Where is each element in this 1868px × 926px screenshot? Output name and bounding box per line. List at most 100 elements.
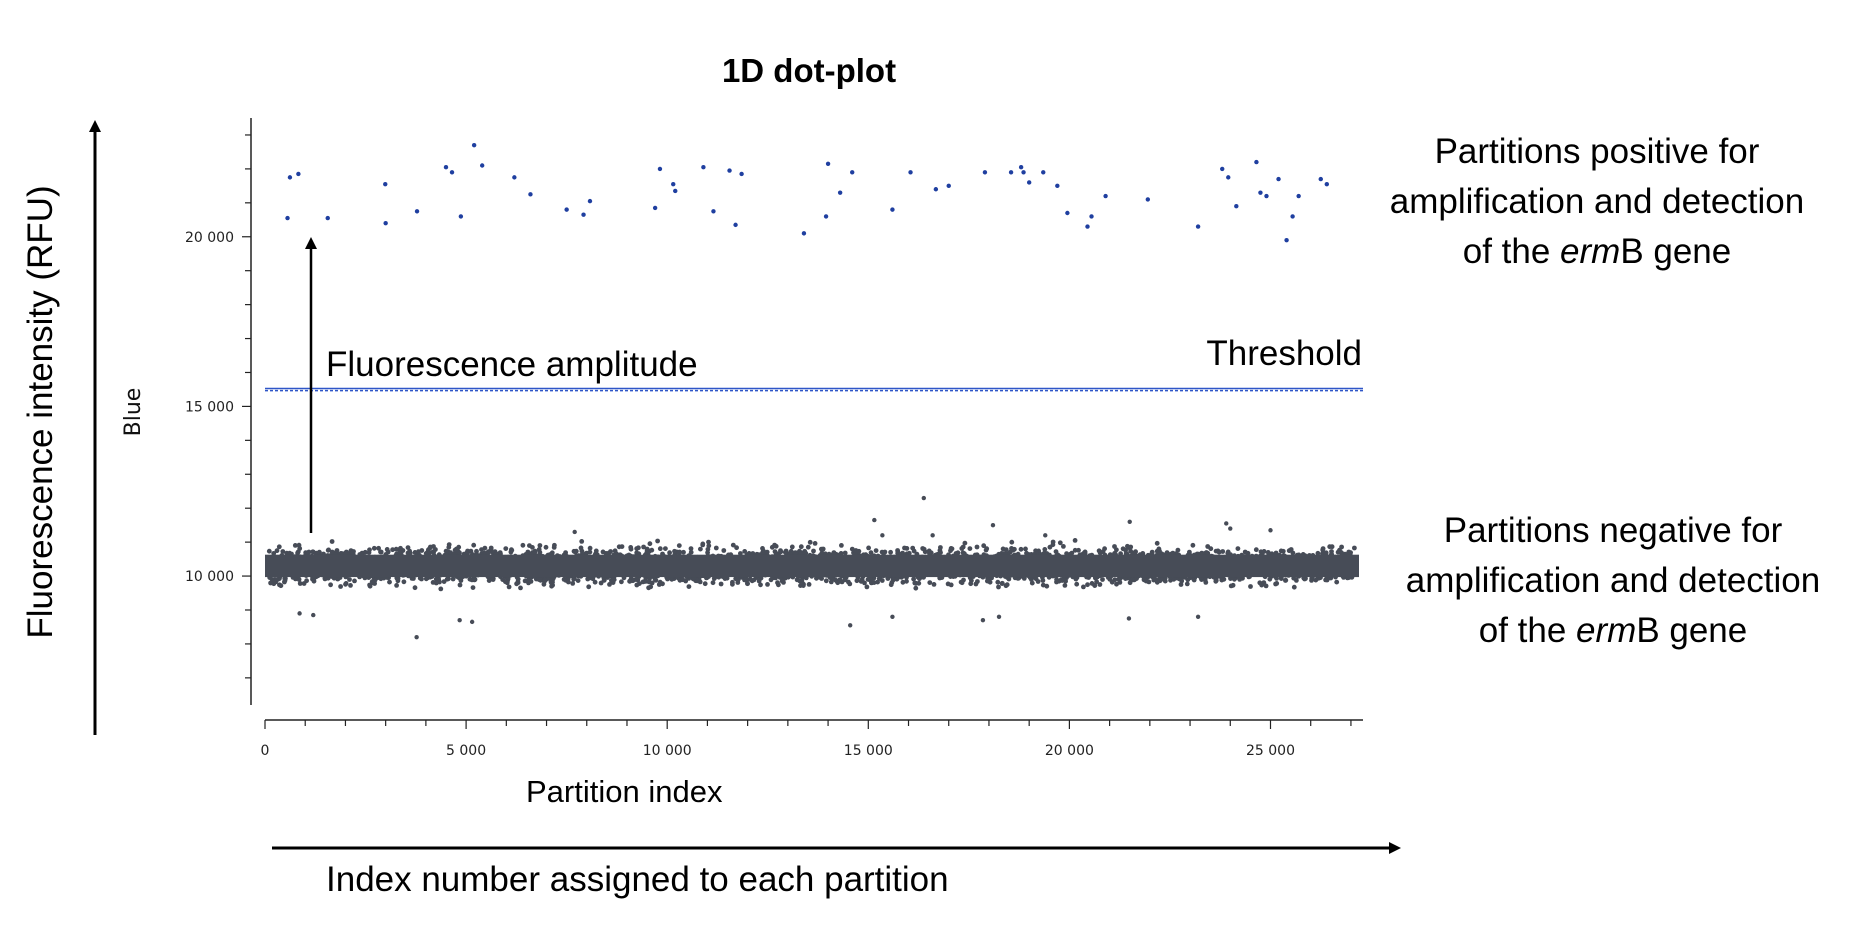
negative-dot [1291, 584, 1297, 590]
negative-dot [1339, 544, 1344, 550]
negative-dot [566, 579, 571, 585]
negative-dot [655, 538, 660, 544]
negative-dot [888, 549, 893, 555]
negative-dot [819, 550, 825, 556]
negative-dot [1280, 548, 1286, 554]
negative-dot [1154, 540, 1160, 546]
negative-dot [367, 583, 373, 589]
negative-dot [348, 583, 353, 588]
negative-dot [317, 549, 322, 555]
negative-dot [1334, 579, 1340, 585]
negative-dot [912, 580, 918, 586]
negative-dot [619, 579, 624, 585]
negative-dot [549, 583, 554, 589]
negative-dot [643, 579, 649, 584]
x-tick-label: 5 000 [446, 743, 486, 759]
negative-dot [688, 549, 694, 555]
negative-dot [457, 550, 462, 555]
x-tick-label: 0 [261, 743, 270, 759]
negative-dot [879, 578, 885, 583]
negative-dot [274, 548, 280, 554]
negative-dot [765, 582, 770, 587]
negative-dot [1352, 545, 1357, 551]
negative-dot [644, 546, 650, 552]
negative-dot [1102, 546, 1107, 552]
negative-dot [959, 580, 965, 586]
negative-dot [479, 547, 484, 552]
negative-dot [349, 550, 355, 556]
x-tick-label: 15 000 [844, 743, 893, 759]
negative-dot [1335, 549, 1341, 555]
negative-dot [607, 582, 612, 587]
negative-dot [657, 546, 663, 552]
negative-dot [653, 577, 659, 583]
negative-dot [456, 544, 462, 550]
negative-dot [807, 539, 813, 545]
negative-dot [649, 547, 655, 553]
negative-dot [1009, 539, 1015, 545]
negative-dot [282, 579, 287, 585]
negative-dot [526, 578, 531, 583]
negative-dot [760, 550, 766, 555]
negative-dot [948, 546, 954, 551]
negative-dot [798, 544, 804, 550]
negative-dot [1097, 582, 1103, 587]
negative-dot [1324, 577, 1330, 583]
negative-dot [1162, 578, 1168, 584]
negative-dot [828, 579, 834, 585]
negative-dot [875, 579, 880, 585]
negative-dot [1096, 548, 1102, 554]
negative-dot [895, 548, 900, 553]
negative-dot [1253, 547, 1259, 553]
negative-dot [1242, 549, 1248, 555]
negative-dot [280, 549, 286, 554]
negative-dot [277, 582, 282, 588]
negative-dot [718, 581, 724, 587]
negative-dot [734, 545, 739, 551]
negative-dot [628, 546, 634, 552]
negative-dot [853, 548, 859, 553]
negative-dot [1004, 582, 1010, 588]
negative-dot [1267, 576, 1273, 582]
negative-dot [702, 581, 708, 587]
y-tick-label: 20 000 [185, 230, 234, 246]
negative-dot [548, 580, 554, 585]
negative-dot [393, 546, 399, 552]
negative-dot [347, 577, 352, 582]
negative-dot [1062, 583, 1068, 588]
negative-partition-dots [265, 538, 1359, 592]
negative-dot [849, 546, 855, 552]
negative-dot [387, 579, 392, 585]
negative-dot [1076, 547, 1081, 553]
negative-dot [470, 585, 476, 590]
negative-dot [1047, 544, 1053, 550]
negative-dot [371, 545, 377, 551]
negative-dot [390, 547, 395, 553]
negative-dot [274, 577, 279, 582]
negative-dot [412, 585, 418, 591]
negative-dot [427, 550, 432, 556]
negative-dot [509, 547, 515, 553]
negative-dot [1044, 583, 1050, 589]
negative-dot [293, 576, 298, 582]
negative-dot [329, 539, 335, 544]
negative-dot [962, 540, 968, 546]
negative-dot [366, 550, 372, 555]
negative-dot [446, 544, 452, 550]
negative-dot [1034, 549, 1039, 555]
negative-dot [1219, 577, 1225, 583]
negative-dot [542, 577, 548, 583]
negative-dot [1120, 546, 1126, 552]
negative-dot [698, 546, 703, 552]
negative-dot [938, 545, 943, 550]
negative-dot [378, 549, 384, 555]
y-side-label: Fluorescence intensity (RFU) [21, 185, 60, 638]
negative-dot [747, 576, 753, 582]
negative-dot [641, 544, 646, 550]
negative-dot [1050, 539, 1056, 545]
negative-dot [1074, 581, 1080, 587]
negative-dot [634, 582, 640, 588]
negative-dot [343, 581, 348, 587]
negative-dot [328, 582, 333, 588]
